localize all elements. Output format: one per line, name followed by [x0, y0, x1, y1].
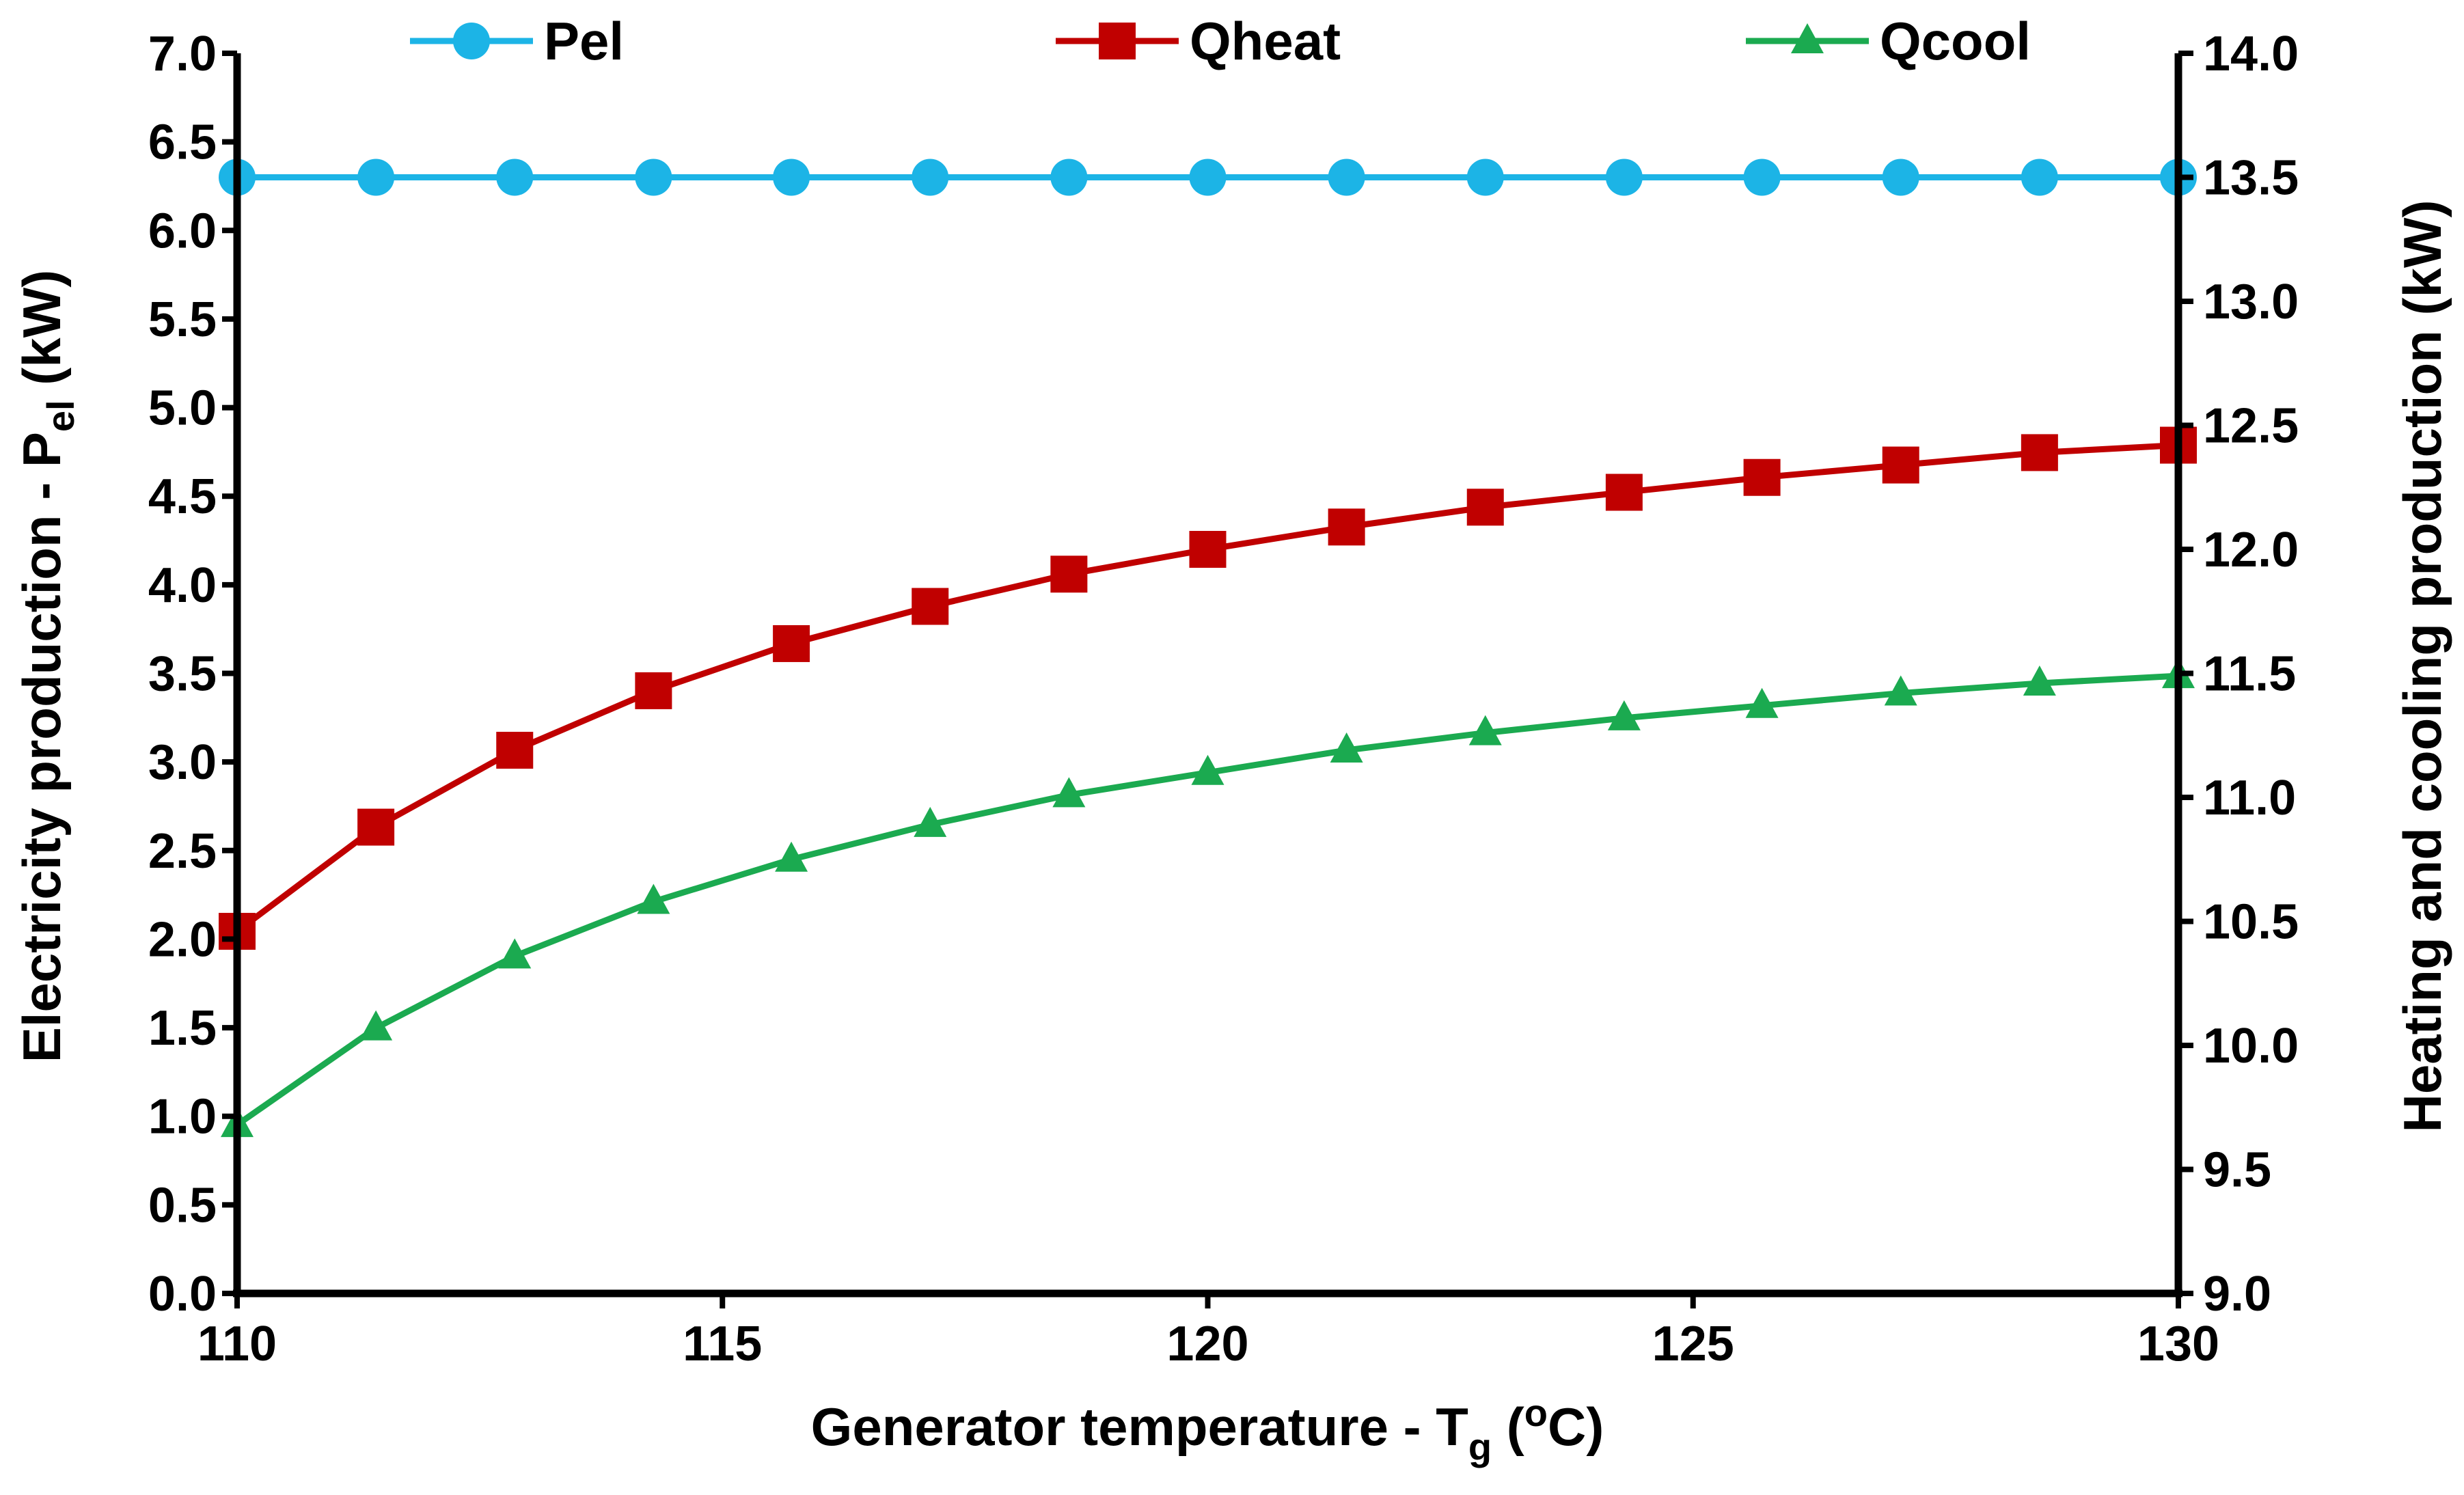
series-qheat-point [1328, 508, 1365, 546]
series-pel-point [1466, 159, 1504, 196]
left-axis-title-main: Electricity production - P [12, 432, 72, 1062]
left-tick-label: 0.0 [148, 1267, 217, 1321]
series-qcool-point [1191, 754, 1224, 785]
x-tick-label: 120 [1166, 1317, 1248, 1371]
series-qcool-point [1607, 700, 1641, 730]
right-tick-label: 9.5 [2203, 1143, 2271, 1198]
series-pel-point [1882, 159, 1919, 196]
series-qheat-point [2021, 434, 2058, 471]
left-tick-label: 0.5 [148, 1178, 217, 1233]
left-tick-label: 4.0 [148, 558, 217, 613]
left-tick-label: 6.5 [148, 115, 217, 170]
x-tick-label: 110 [197, 1317, 277, 1371]
series-pel-point [912, 159, 949, 196]
series-qcool-point [637, 883, 670, 914]
series-qheat-point [496, 732, 534, 769]
x-axis-title-sub: g [1468, 1425, 1492, 1468]
series-pel-point [635, 159, 672, 196]
left-tick-label: 6.0 [148, 204, 217, 258]
series-pel-point [496, 159, 534, 196]
legend-label: Qheat [1190, 11, 1341, 71]
x-axis-title-main: Generator temperature - T [811, 1397, 1468, 1457]
series-qheat-point [1466, 489, 1504, 526]
series-qcool-point [775, 841, 808, 872]
series-pel-point [1050, 159, 1088, 196]
series-qcool [221, 658, 2195, 1138]
series-pel-point [1328, 159, 1365, 196]
right-tick-label: 13.5 [2203, 151, 2299, 206]
right-tick-label: 11.5 [2203, 647, 2296, 702]
series-qcool-point [498, 938, 532, 969]
series-pel-point [1189, 159, 1227, 196]
x-axis-title-open: ( [1492, 1397, 1524, 1457]
left-tick-label: 3.5 [148, 647, 217, 702]
left-tick-label: 3.0 [148, 735, 217, 790]
legend-swatch-marker [1099, 23, 1136, 59]
right-tick-label: 12.5 [2203, 399, 2299, 454]
series-layer [219, 159, 2197, 1138]
left-axis-title-sub: el [39, 400, 82, 432]
left-tick-label: 2.5 [148, 824, 217, 879]
series-qheat-point [1189, 531, 1227, 568]
series-qheat-point [912, 588, 949, 625]
ticks-layer: 0.0 0.5 1.0 1.5 2.0 2.5 3.0 3.5 4.0 4.5 5.0 5.5 6.0 6… [148, 27, 2299, 1371]
series-qcool-point [1468, 715, 1502, 745]
right-tick-label: 13.0 [2203, 275, 2299, 329]
legend-label: Qcool [1880, 11, 2031, 71]
series-qheat-point [357, 808, 395, 846]
right-tick-label: 12.0 [2203, 523, 2299, 577]
series-pel [219, 159, 2197, 196]
series-qheat-point [1743, 458, 1781, 496]
legend-label: Pel [544, 11, 624, 71]
series-qcool-point [1745, 687, 1779, 718]
series-qheat-point [773, 625, 810, 662]
x-tick-label: 125 [1652, 1317, 1734, 1371]
series-qheat-point [1605, 474, 1643, 511]
series-qcool-point [914, 806, 947, 837]
left-tick-label: 5.0 [148, 381, 217, 436]
right-tick-label: 14.0 [2203, 27, 2299, 81]
x-axis-title: Generator temperature - Tg (oC) [811, 1391, 1604, 1468]
series-qcool-point [359, 1010, 393, 1041]
series-pel-point [357, 159, 395, 196]
legend-item-pel: Pel [410, 11, 624, 71]
legend-swatch-marker [1791, 23, 1824, 53]
legend-item-qheat: Qheat [1056, 11, 1341, 71]
axes-layer [233, 53, 2182, 1298]
series-qheat-point [635, 672, 672, 709]
left-tick-label: 4.5 [148, 469, 217, 524]
right-tick-label: 11.0 [2203, 771, 2296, 825]
series-qcool-point [1052, 777, 1086, 808]
left-axis-title-tail: (kW) [12, 270, 72, 400]
right-tick-label: 10.5 [2203, 895, 2299, 950]
left-tick-label: 5.5 [148, 292, 217, 347]
left-axis-title: Electricity production - Pel (kW) [12, 270, 82, 1062]
series-qcool-point [2023, 666, 2056, 696]
series-qheat-point [1050, 556, 1088, 593]
series-pel-point [1743, 159, 1781, 196]
series-qheat-line [235, 442, 2179, 934]
right-tick-label: 10.0 [2203, 1019, 2299, 1073]
series-pel-point [2021, 159, 2058, 196]
x-tick-label: 115 [683, 1317, 762, 1371]
x-axis-title-close: C) [1548, 1397, 1604, 1457]
right-axis-title: Heating and cooling production (kW) [2392, 200, 2452, 1133]
legend-item-qcool: Qcool [1746, 11, 2031, 71]
left-tick-label: 1.0 [148, 1090, 217, 1144]
left-tick-label: 1.5 [148, 1001, 217, 1056]
x-axis-title-sup: o [1524, 1391, 1548, 1434]
series-pel-point [1605, 159, 1643, 196]
series-qcool-point [1884, 675, 1917, 706]
left-tick-label: 2.0 [148, 912, 217, 967]
legend: Pel Qheat Qcool [410, 11, 2031, 71]
series-pel-point [773, 159, 810, 196]
series-qheat [219, 426, 2197, 950]
x-tick-label: 130 [2137, 1317, 2219, 1371]
right-tick-label: 9.0 [2203, 1267, 2271, 1321]
legend-swatch-marker [453, 23, 490, 59]
series-qcool-point [1330, 732, 1363, 763]
left-tick-label: 7.0 [148, 27, 217, 81]
series-qheat-point [1882, 446, 1919, 484]
